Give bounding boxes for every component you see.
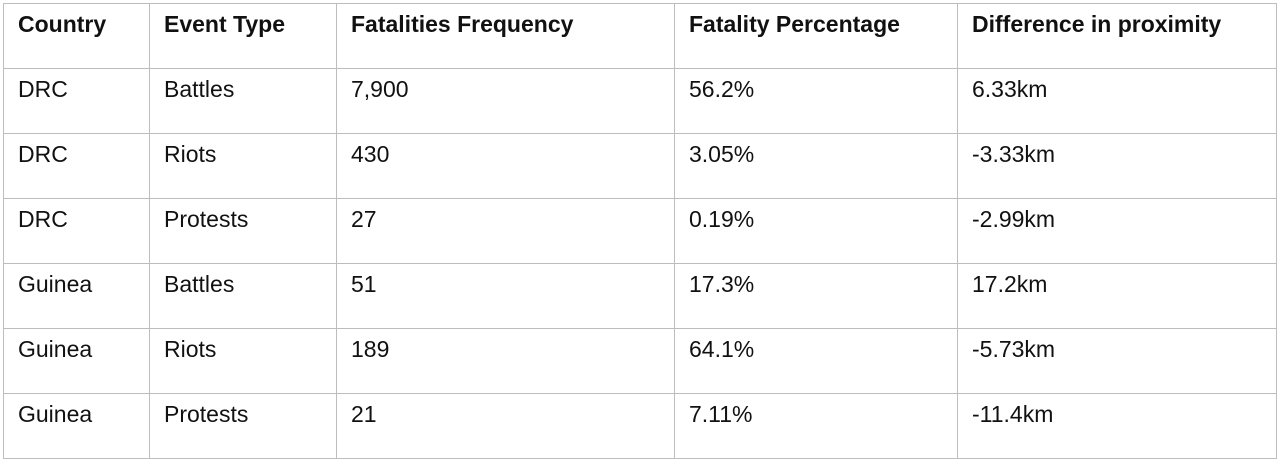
table-row: Guinea Battles 51 17.3% 17.2km [3, 263, 1277, 329]
cell-country: Guinea [3, 393, 150, 459]
cell-difference-in-proximity: 6.33km [957, 68, 1277, 134]
column-header-fatality-percentage: Fatality Percentage [674, 3, 958, 69]
cell-country: DRC [3, 198, 150, 264]
table-row: DRC Riots 430 3.05% -3.33km [3, 133, 1277, 199]
cell-fatalities-frequency: 189 [336, 328, 675, 394]
cell-country: DRC [3, 133, 150, 199]
cell-event-type: Protests [149, 393, 337, 459]
cell-fatality-percentage: 7.11% [674, 393, 958, 459]
cell-event-type: Battles [149, 263, 337, 329]
cell-fatality-percentage: 3.05% [674, 133, 958, 199]
cell-country: DRC [3, 68, 150, 134]
cell-fatality-percentage: 56.2% [674, 68, 958, 134]
cell-event-type: Riots [149, 328, 337, 394]
column-header-fatalities-frequency: Fatalities Frequency [336, 3, 675, 69]
cell-country: Guinea [3, 263, 150, 329]
column-header-event-type: Event Type [149, 3, 337, 69]
cell-event-type: Battles [149, 68, 337, 134]
table-row: DRC Battles 7,900 56.2% 6.33km [3, 68, 1277, 134]
cell-difference-in-proximity: -5.73km [957, 328, 1277, 394]
cell-difference-in-proximity: -11.4km [957, 393, 1277, 459]
cell-difference-in-proximity: -2.99km [957, 198, 1277, 264]
cell-fatalities-frequency: 430 [336, 133, 675, 199]
cell-difference-in-proximity: -3.33km [957, 133, 1277, 199]
cell-fatality-percentage: 17.3% [674, 263, 958, 329]
cell-event-type: Protests [149, 198, 337, 264]
cell-fatalities-frequency: 51 [336, 263, 675, 329]
column-header-country: Country [3, 3, 150, 69]
cell-fatalities-frequency: 27 [336, 198, 675, 264]
table-row: Guinea Protests 21 7.11% -11.4km [3, 393, 1277, 459]
cell-fatality-percentage: 0.19% [674, 198, 958, 264]
cell-difference-in-proximity: 17.2km [957, 263, 1277, 329]
column-header-difference-in-proximity: Difference in proximity [957, 3, 1277, 69]
cell-fatalities-frequency: 21 [336, 393, 675, 459]
table-header-row: Country Event Type Fatalities Frequency … [3, 3, 1277, 69]
fatalities-table: Country Event Type Fatalities Frequency … [3, 3, 1277, 459]
table-row: DRC Protests 27 0.19% -2.99km [3, 198, 1277, 264]
table-row: Guinea Riots 189 64.1% -5.73km [3, 328, 1277, 394]
cell-event-type: Riots [149, 133, 337, 199]
cell-fatalities-frequency: 7,900 [336, 68, 675, 134]
cell-country: Guinea [3, 328, 150, 394]
cell-fatality-percentage: 64.1% [674, 328, 958, 394]
